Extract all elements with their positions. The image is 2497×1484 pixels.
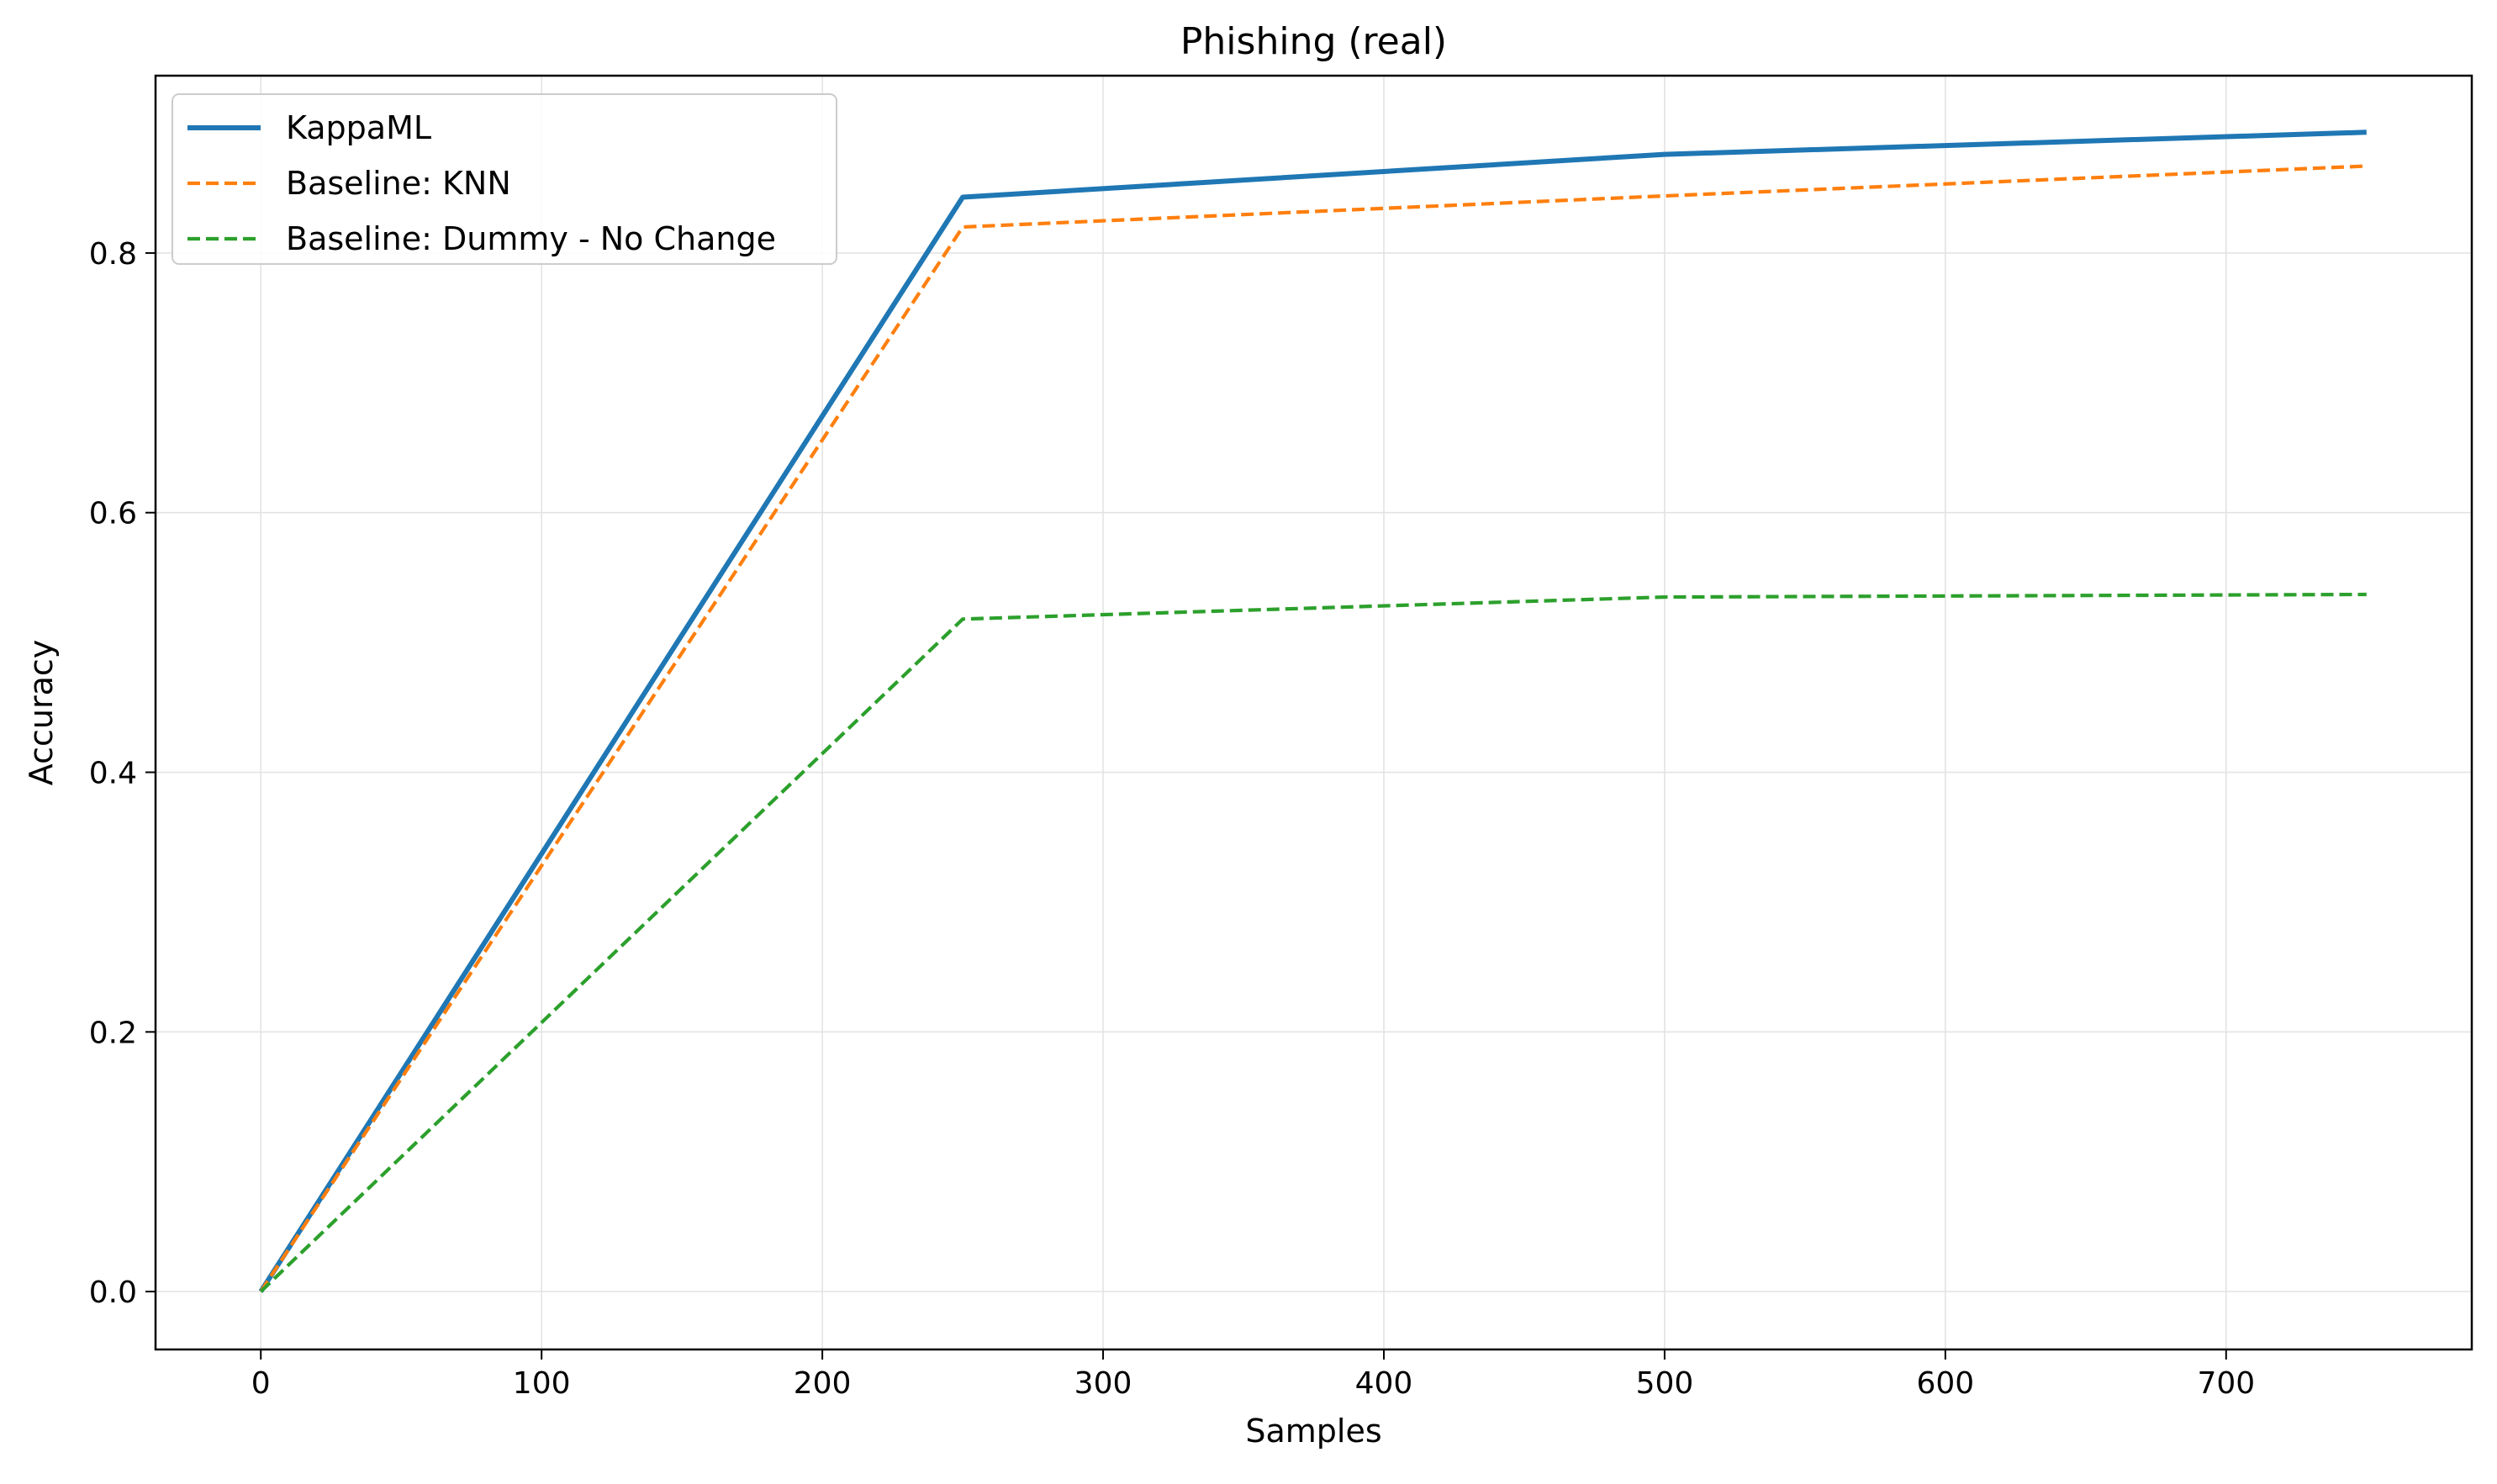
series-lines: [258, 129, 2367, 1293]
legend-label-1: Baseline: KNN: [286, 165, 511, 202]
y-tick-label: 0.0: [89, 1275, 137, 1310]
series-line-0: [258, 129, 2367, 1293]
x-tick-label: 300: [1074, 1366, 1132, 1401]
legend-label-2: Baseline: Dummy - No Change: [286, 220, 776, 257]
plot-frame: [154, 74, 2473, 1351]
x-tick-label: 400: [1355, 1366, 1413, 1401]
legend-box: [172, 93, 837, 265]
x-tick-label: 100: [513, 1366, 571, 1401]
x-tick-label: 0: [251, 1366, 271, 1401]
y-tick-label: 0.4: [89, 757, 137, 791]
x-tick-label: 600: [1917, 1366, 1975, 1401]
y-axis-label: Accuracy: [23, 640, 60, 786]
series-line-2: [259, 592, 2367, 1293]
chart-title: Phishing (real): [1180, 20, 1447, 63]
grid: [156, 76, 2472, 1349]
legend: KappaML Baseline: KNN Baseline: Dummy - No…: [172, 93, 837, 265]
y-tick-label: 0.2: [89, 1016, 137, 1050]
y-tick-label: 0.6: [89, 497, 137, 531]
y-tick-label: 0.8: [89, 237, 137, 272]
axis-ticks: 0 100 200 300 400 500 600 700 0.0 0.2 0.4 0.6 0.8: [89, 237, 2255, 1401]
legend-label-0: KappaML: [286, 109, 431, 146]
x-tick-label: 700: [2197, 1366, 2255, 1401]
series-line-1: [259, 164, 2367, 1293]
x-tick-label: 500: [1636, 1366, 1694, 1401]
x-tick-label: 200: [794, 1366, 852, 1401]
x-axis-label: Samples: [1245, 1413, 1381, 1450]
